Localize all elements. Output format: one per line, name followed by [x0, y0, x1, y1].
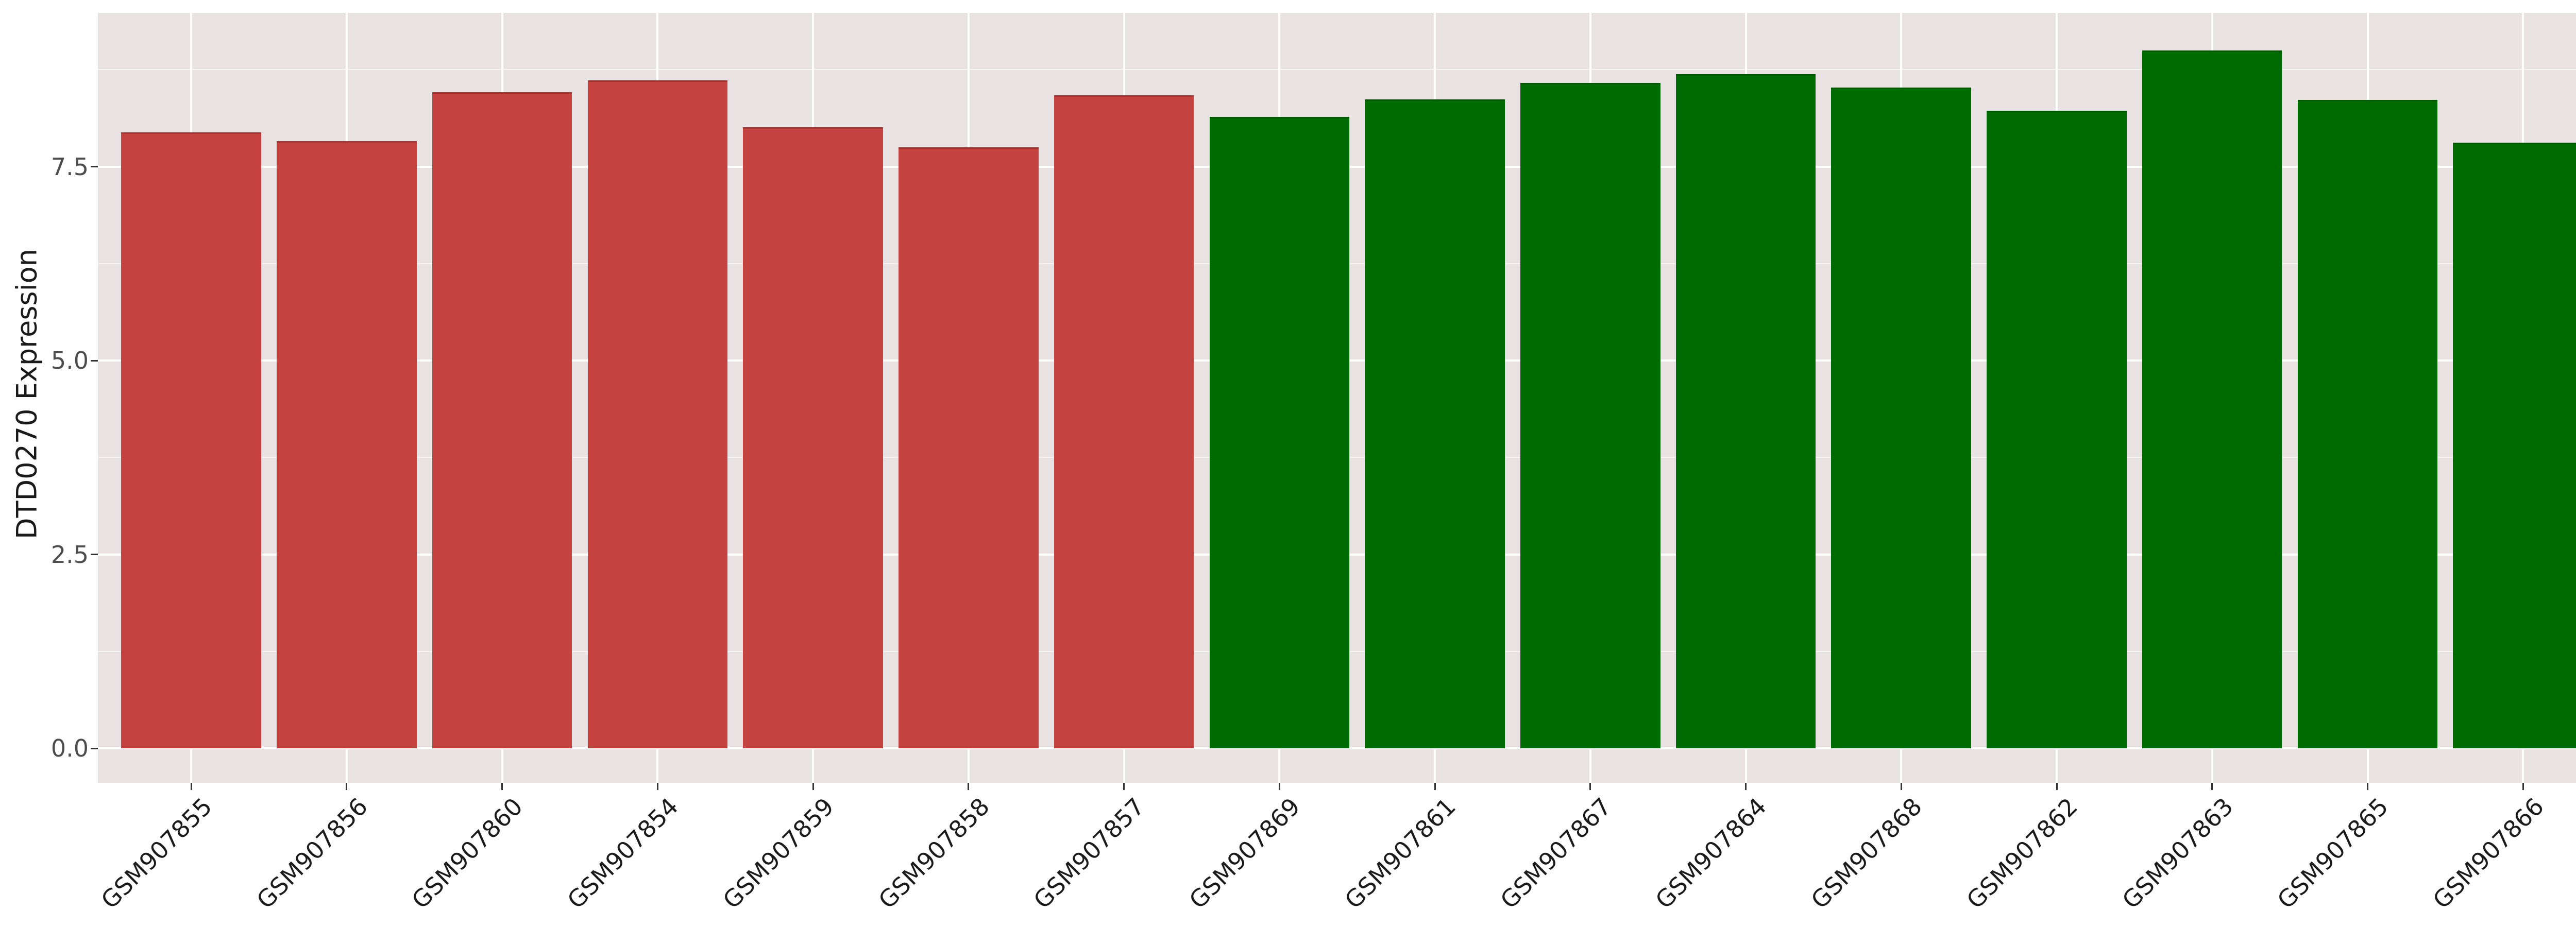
- x-tick-label: GSM907865: [2272, 792, 2394, 914]
- x-tick-mark: [1123, 783, 1125, 790]
- x-tick-mark: [2056, 783, 2058, 790]
- y-tick-label: 0.0: [50, 734, 89, 762]
- bar: [743, 127, 883, 748]
- y-tick-mark: [91, 166, 98, 167]
- plot-panel: [98, 13, 2576, 783]
- x-tick-mark: [1589, 783, 1591, 790]
- x-tick-mark: [1745, 783, 1747, 790]
- x-tick-label: GSM907869: [1183, 792, 1306, 914]
- bar: [121, 132, 261, 748]
- y-tick-label: 5.0: [50, 347, 89, 374]
- x-tick-mark: [656, 783, 658, 790]
- y-tick-label: 2.5: [50, 540, 89, 569]
- x-tick-label: GSM907863: [2116, 792, 2239, 914]
- y-tick-mark: [91, 554, 98, 555]
- x-tick-label: GSM907860: [406, 792, 529, 914]
- x-tick-label: GSM907862: [1961, 792, 2083, 914]
- x-tick-label: GSM907861: [1339, 792, 1461, 914]
- bar: [277, 141, 417, 748]
- x-tick-label: GSM907864: [1650, 792, 1772, 914]
- x-tick-label: GSM907859: [717, 792, 839, 914]
- bar: [587, 80, 728, 748]
- x-tick-label: GSM907867: [1495, 792, 1617, 914]
- bar: [1054, 95, 1194, 748]
- x-tick-mark: [2211, 783, 2213, 790]
- x-tick-mark: [346, 783, 348, 790]
- x-tick-label: GSM907855: [95, 792, 217, 914]
- bar: [1365, 99, 1505, 748]
- x-tick-label: GSM907854: [562, 792, 684, 914]
- x-tick-label: GSM907858: [873, 792, 995, 914]
- y-tick-mark: [91, 359, 98, 362]
- x-tick-label: GSM907868: [1805, 792, 1927, 914]
- bar: [1987, 111, 2127, 748]
- bar: [1831, 87, 1971, 748]
- h-gridline-major: [98, 747, 2576, 749]
- x-tick-mark: [968, 783, 970, 790]
- bar: [2297, 100, 2438, 748]
- x-tick-mark: [1278, 783, 1280, 790]
- x-tick-mark: [1900, 783, 1902, 790]
- y-axis-title: DTD0270 Expression: [10, 248, 43, 539]
- x-tick-mark: [1434, 783, 1436, 790]
- x-tick-mark: [812, 783, 814, 790]
- x-tick-label: GSM907857: [1028, 792, 1150, 914]
- bar: [1520, 82, 1660, 748]
- x-tick-label: GSM907856: [251, 792, 373, 914]
- x-tick-mark: [2522, 783, 2524, 790]
- x-tick-mark: [190, 783, 192, 790]
- bar: [1209, 117, 1350, 748]
- y-tick-mark: [91, 747, 98, 749]
- bar: [899, 147, 1039, 748]
- bar: [432, 92, 572, 748]
- x-tick-mark: [501, 783, 503, 790]
- y-tick-label: 7.5: [50, 152, 89, 181]
- h-gridline-minor: [98, 69, 2576, 71]
- x-tick-label: GSM907866: [2427, 792, 2549, 914]
- bar: [2142, 50, 2282, 748]
- bar: [2453, 142, 2576, 748]
- x-tick-mark: [2367, 783, 2368, 790]
- bar: [1675, 74, 1816, 748]
